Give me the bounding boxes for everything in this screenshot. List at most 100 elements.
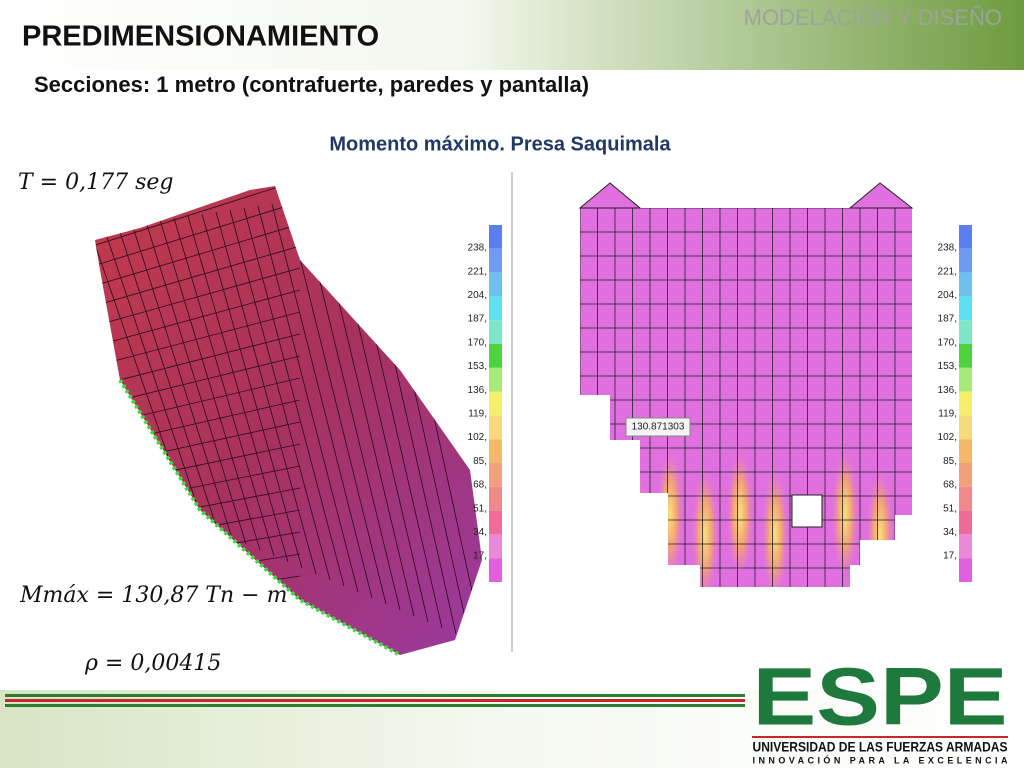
- cap-right: [848, 182, 914, 209]
- scale-label: 238,: [938, 243, 957, 254]
- scale-label: 170,: [468, 337, 487, 348]
- scale-segment: [959, 558, 972, 582]
- scale-segment: [959, 510, 972, 535]
- moment-equation: Mmáx = 130,87 Tn − m: [19, 583, 287, 608]
- scale-label: 153,: [468, 361, 487, 372]
- scale-segment: [959, 296, 972, 321]
- stripe: [5, 704, 745, 707]
- mesh-line: [173, 217, 275, 557]
- scale-label: 34,: [473, 527, 487, 538]
- scale-label: 17,: [473, 551, 487, 562]
- title: PREDIMENSIONAMIENTO: [22, 21, 379, 53]
- scale-label: 153,: [938, 361, 957, 372]
- mesh-line: [145, 221, 247, 545]
- scale-segment: [489, 320, 502, 344]
- logo-name: ESPE: [753, 652, 1008, 743]
- opening: [791, 494, 823, 528]
- scale-segment: [959, 439, 972, 463]
- mesh-line: [159, 219, 261, 551]
- scale-segment: [489, 558, 502, 582]
- scale-segment: [959, 534, 972, 559]
- logo-motto: INNOVACIÓN PARA LA EXCELENCIA: [753, 754, 1009, 765]
- mesh-line: [95, 267, 301, 331]
- supports: [118, 378, 401, 657]
- mesh-line: [243, 207, 345, 587]
- subtitle: Secciones: 1 metro (contrafuerte, parede…: [34, 72, 589, 97]
- mesh-line: [95, 223, 301, 291]
- footer-band: [0, 690, 1024, 768]
- mesh-line: [95, 201, 301, 271]
- scale-segment: [959, 391, 972, 416]
- scale-label: 51,: [473, 503, 487, 514]
- mesh-line: [131, 223, 233, 539]
- scale-label: 68,: [943, 480, 957, 491]
- scale-segment: [959, 272, 972, 297]
- point-label-box: [625, 417, 691, 437]
- ratio-equation: ρ = 0,00415: [84, 651, 221, 676]
- scale-segment: [959, 415, 972, 440]
- mesh-line: [95, 311, 301, 371]
- mesh-line: [257, 205, 359, 593]
- scale-segment: [489, 534, 502, 559]
- scale-label: 136,: [468, 385, 487, 396]
- logo-university: UNIVERSIDAD DE LAS FUERZAS ARMADAS: [753, 739, 1008, 755]
- scale-segment: [489, 439, 502, 463]
- scale-label: 204,: [938, 290, 957, 301]
- scale-label: 102,: [468, 432, 487, 443]
- mesh-line: [201, 213, 303, 569]
- mesh-line: [229, 209, 331, 581]
- period-equation: T = 0,177 seg: [18, 170, 173, 195]
- scale-segment: [959, 463, 972, 487]
- scale-segment: [489, 272, 502, 297]
- scale-segment: [489, 510, 502, 535]
- stress-zone: [831, 430, 859, 570]
- mesh-line: [117, 225, 219, 533]
- scale-segment: [959, 248, 972, 273]
- stripe: [5, 699, 745, 702]
- scale-segment: [959, 367, 972, 392]
- caption: Momento máximo. Presa Saquimala: [329, 133, 671, 155]
- mesh-line: [95, 186, 301, 251]
- cap-left: [578, 182, 642, 209]
- model-3d-mesh: [95, 186, 482, 655]
- scale-segment: [489, 415, 502, 440]
- scale-segment: [489, 248, 502, 273]
- scale-label: 34,: [943, 527, 957, 538]
- scale-label: 136,: [938, 385, 957, 396]
- scale-segment: [489, 296, 502, 321]
- scale-label: 17,: [943, 551, 957, 562]
- mesh-line: [215, 211, 317, 575]
- scale-segment: [959, 344, 972, 368]
- scale-label: 85,: [943, 456, 957, 467]
- scale-segment: [489, 391, 502, 416]
- header-band: [0, 0, 1024, 70]
- scale-label: 119,: [938, 409, 957, 420]
- scale-segment: [489, 367, 502, 392]
- scale-label: 102,: [938, 432, 957, 443]
- mesh-line: [285, 201, 387, 605]
- scale-label: 119,: [468, 409, 487, 420]
- stress-zone: [726, 430, 754, 570]
- scale-label: 221,: [938, 266, 957, 277]
- scale-segment: [959, 320, 972, 344]
- scale-segment: [489, 463, 502, 487]
- scale-label: 51,: [943, 503, 957, 514]
- scale-label: 238,: [468, 243, 487, 254]
- scale-label: 187,: [468, 314, 487, 325]
- scale-label: 204,: [468, 290, 487, 301]
- scale-label: 221,: [468, 266, 487, 277]
- model-3d: [95, 186, 482, 655]
- point-label: 130.871303: [632, 422, 685, 433]
- scale-segment: [489, 344, 502, 368]
- scale-label: 187,: [938, 314, 957, 325]
- mesh-line: [187, 215, 289, 563]
- scale-segment: [489, 225, 502, 249]
- stripe: [5, 694, 745, 697]
- mesh-line: [95, 245, 301, 311]
- scale-label: 68,: [473, 480, 487, 491]
- scale-label: 85,: [473, 456, 487, 467]
- scale-segment: [959, 486, 972, 511]
- mesh-line: [95, 289, 301, 351]
